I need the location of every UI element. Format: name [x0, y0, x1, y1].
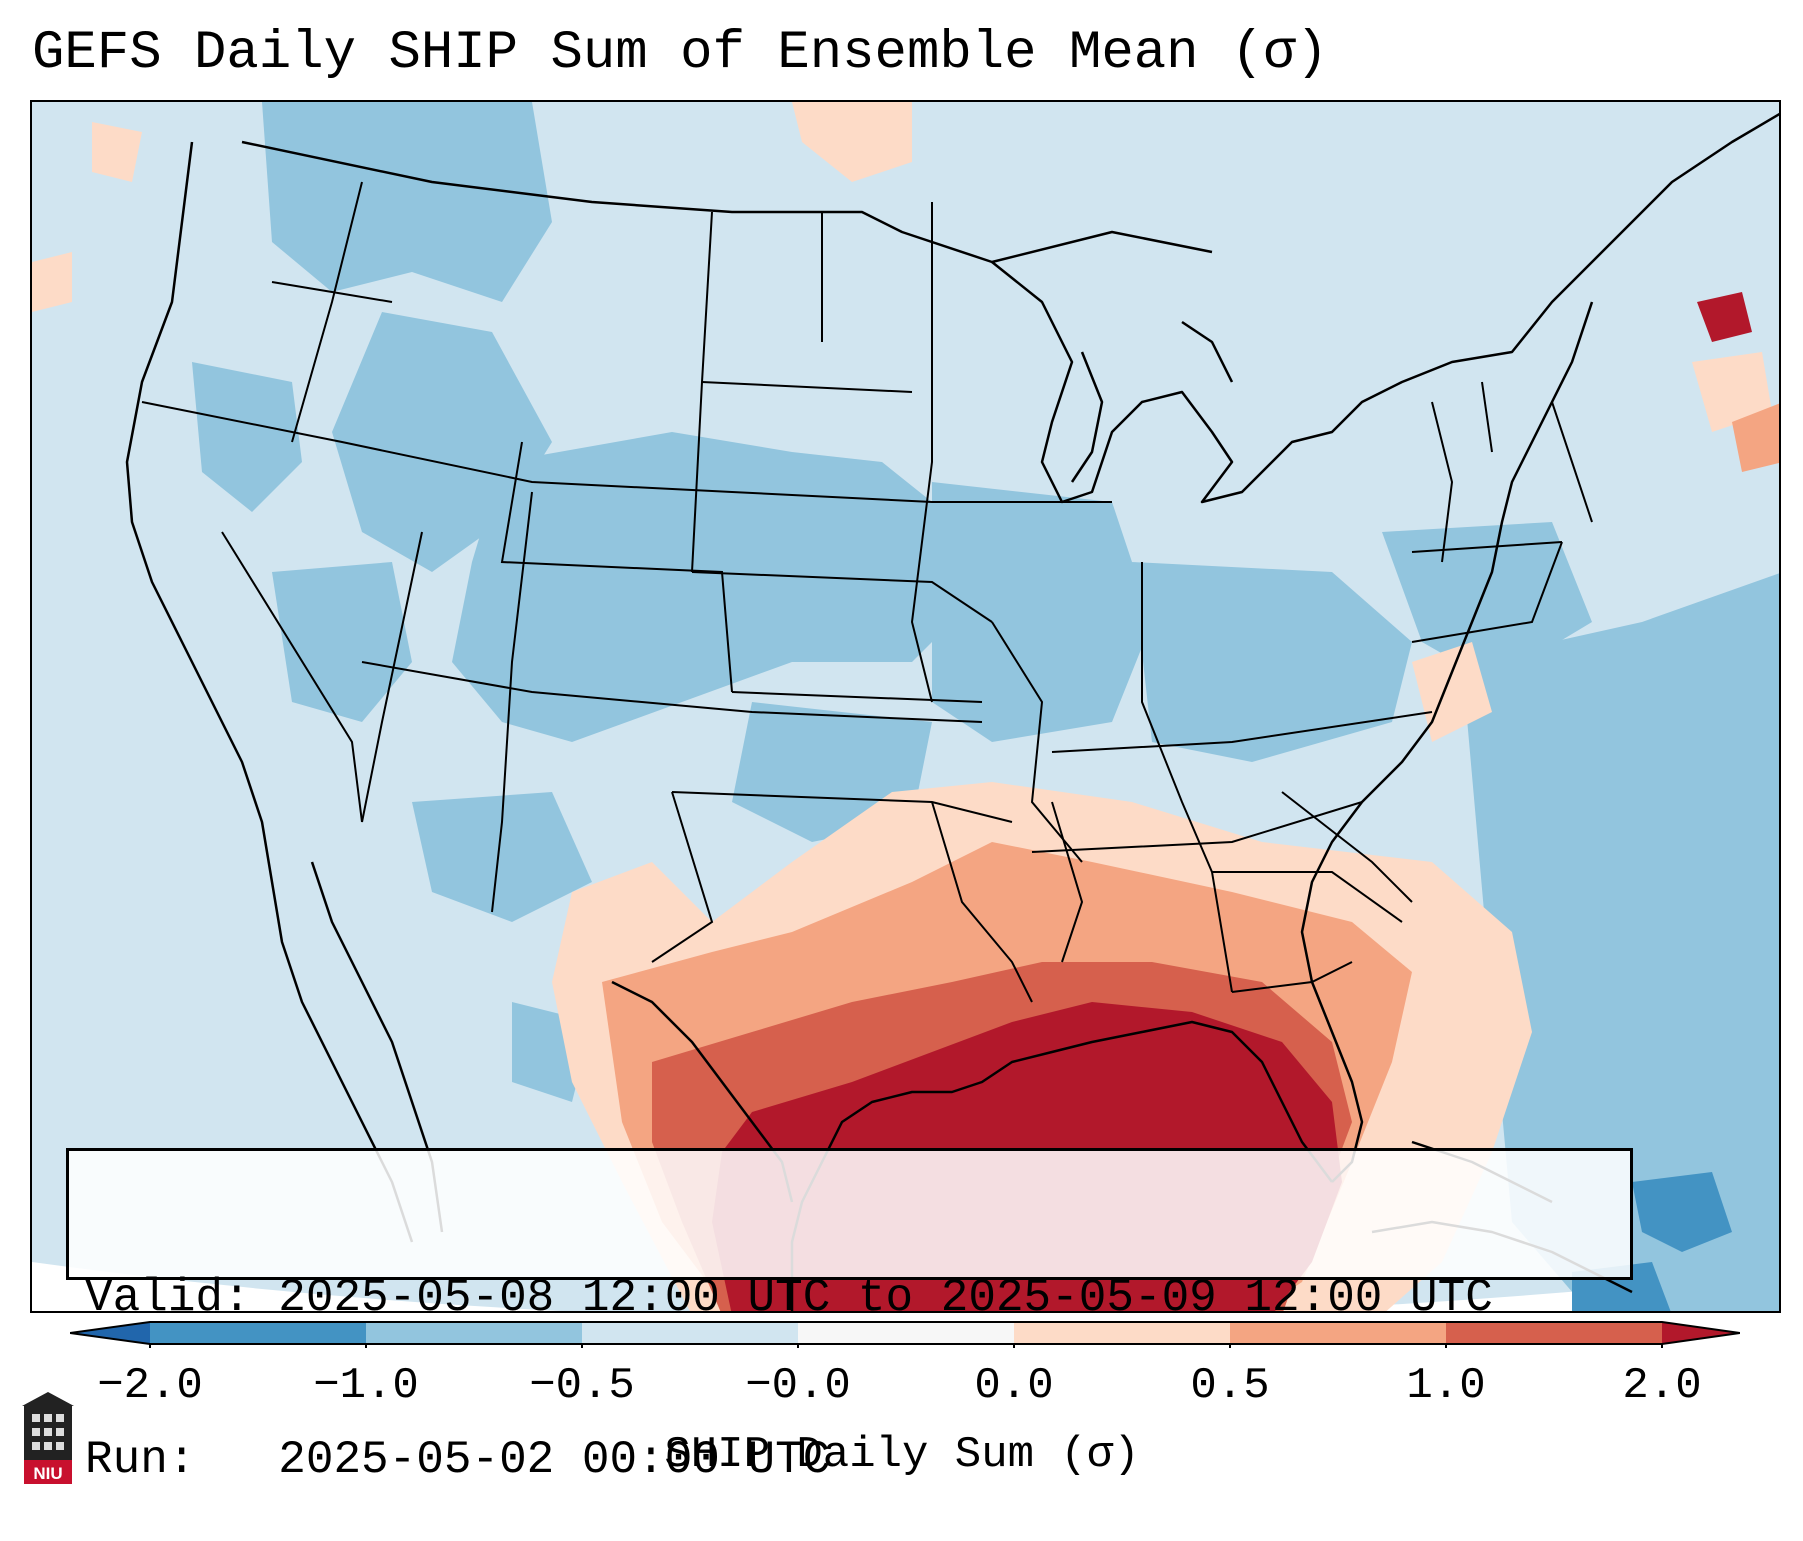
- colorbar: [70, 1321, 1740, 1348]
- logo-text: NIU: [33, 1464, 62, 1483]
- colorbar-bin: [1446, 1322, 1662, 1344]
- negative-anomaly-regions: [192, 102, 1779, 1311]
- pacific-coastline: [125, 141, 414, 1243]
- colorbar-bin: [1014, 1322, 1230, 1344]
- plot-title: GEFS Daily SHIP Sum of Ensemble Mean (σ): [32, 23, 1329, 84]
- university-tower-icon: [22, 1392, 74, 1484]
- colorbar-tick-label: 1.0: [1406, 1361, 1486, 1411]
- run-time-text: Run: 2025-05-02 00:00 UTC: [85, 1434, 831, 1486]
- colorbar-tick-label: −0.0: [745, 1361, 851, 1411]
- valid-time-text: Valid: 2025-05-08 12:00 UTC to 2025-05-0…: [85, 1272, 1493, 1324]
- validity-info-box: Valid: 2025-05-08 12:00 UTC to 2025-05-0…: [66, 1148, 1633, 1486]
- colorbar-tick-label: 2.0: [1622, 1361, 1702, 1411]
- colorbar-left-extension: [70, 1322, 150, 1344]
- map-panel: [30, 100, 1781, 1313]
- colorbar-right-extension: [1662, 1322, 1740, 1344]
- colorbar-tick-label: 0.0: [974, 1361, 1054, 1411]
- colorbar-bin: [1230, 1322, 1446, 1344]
- coastline-and-borders: [125, 112, 1779, 1311]
- niu-logo: NIU: [22, 1392, 74, 1484]
- colorbar-bin: [366, 1322, 582, 1344]
- colorbar-tick-label: −2.0: [97, 1361, 203, 1411]
- state-borders: [141, 181, 1593, 1003]
- colorbar-bin: [582, 1322, 798, 1344]
- colorbar-bin: [798, 1322, 1014, 1344]
- colorbar-tick-label: −0.5: [529, 1361, 635, 1411]
- colorbar-label: SHIP Daily Sum (σ): [664, 1430, 1140, 1480]
- colorbar-bin: [150, 1322, 366, 1344]
- colorbar-tick-label: −1.0: [313, 1361, 419, 1411]
- colorbar-tick-label: 0.5: [1190, 1361, 1270, 1411]
- ship-anomaly-map: [32, 102, 1779, 1311]
